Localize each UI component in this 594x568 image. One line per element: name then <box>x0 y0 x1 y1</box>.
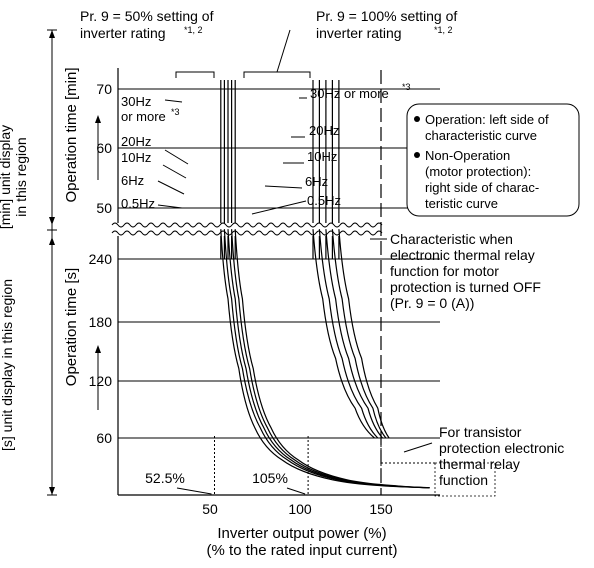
curve-7 <box>325 229 384 439</box>
transistor-4: function <box>439 472 488 488</box>
xtick-150: 150 <box>369 501 393 517</box>
transistor-3: thermal relay <box>439 456 520 472</box>
ytick-70: 70 <box>96 81 112 97</box>
legend-nonop-2: (motor protection): <box>425 164 531 179</box>
leader-lines <box>157 97 433 453</box>
region-min-label-1: [min] unit display <box>0 125 13 229</box>
ytick-60: 60 <box>96 430 112 446</box>
ytick-50: 50 <box>96 200 112 216</box>
freq-100-05hz: 0.5Hz <box>307 193 341 208</box>
ytick-240: 240 <box>89 251 113 267</box>
char-off-5: (Pr. 9 = 0 (A)) <box>390 295 474 311</box>
ref-step <box>380 443 436 464</box>
freq-50-10hz: 10Hz <box>121 150 151 165</box>
ylabel-sec-arrowhead <box>95 345 101 353</box>
legend-bullet-op <box>414 116 420 122</box>
pr9-50-label-1: Pr. 9 = 50% setting of <box>80 8 214 24</box>
freq-100-note3: *3 <box>402 82 411 92</box>
bracket-100-leader <box>276 29 291 73</box>
axis-break-top <box>111 222 383 228</box>
ytick-120: 120 <box>89 373 113 389</box>
region-arrow-up <box>49 30 55 38</box>
freq-100-20hz: 20Hz <box>309 123 339 138</box>
curve-5 <box>312 229 375 439</box>
curve-4 <box>234 229 430 489</box>
pr9-100-note: *1, 2 <box>434 25 453 35</box>
ylabel-sec: Operation time [s] <box>63 268 80 386</box>
freq-100-10hz: 10Hz <box>307 149 337 164</box>
region-arrow-down-min <box>49 217 55 225</box>
curve-8 <box>331 229 387 439</box>
freq-50-note3: *3 <box>171 107 180 117</box>
pr9-100-label-1: Pr. 9 = 100% setting of <box>316 8 457 24</box>
xtick-50: 50 <box>202 501 218 517</box>
legend-nonop-3: right side of charac- <box>425 180 539 195</box>
axis-break-bottom <box>111 230 383 236</box>
curves <box>220 229 430 489</box>
pr9-50-label-2: inverter rating <box>80 25 166 41</box>
ref-label-105: 105% <box>252 470 288 486</box>
freq-100-30hz: 30Hz or more <box>310 86 389 101</box>
char-off-1: Characteristic when <box>390 231 513 247</box>
region-arrow-up-sec <box>49 237 55 245</box>
region-arrow-down <box>49 487 55 495</box>
ylabel-min-arrowhead <box>95 115 101 123</box>
ylabel-min: Operation time [min] <box>63 67 80 202</box>
xtick-100: 100 <box>288 501 312 517</box>
ref-arrow-0 <box>176 487 212 495</box>
bracket-100 <box>243 71 311 78</box>
xlabel: Inverter output power (%) <box>217 525 386 542</box>
min-region-lines <box>220 80 340 259</box>
curve-6 <box>318 229 379 439</box>
transistor-1: For transistor <box>439 424 522 440</box>
region-sec-label: [s] unit display in this region <box>0 279 15 451</box>
pr9-50-note: *1, 2 <box>184 25 203 35</box>
freq-50-or-more: or more <box>121 109 166 124</box>
bracket-50 <box>175 71 215 78</box>
legend-op-1: Operation: left side of <box>425 112 549 127</box>
ytick-60: 60 <box>96 140 112 156</box>
transistor-box <box>434 462 496 497</box>
transistor-2: protection electronic <box>439 440 564 456</box>
ref-arrow-1 <box>286 487 306 495</box>
freq-50-20hz: 20Hz <box>121 134 151 149</box>
region-min-label-2: in this region <box>13 137 29 216</box>
char-off-4: protection is turned OFF <box>390 279 541 295</box>
legend-bullet-nonop <box>414 152 420 158</box>
freq-50-6hz: 6Hz <box>121 173 144 188</box>
freq-50-05hz: 0.5Hz <box>121 196 155 211</box>
freq-50-30hz: 30Hz <box>121 94 151 109</box>
curve-9 <box>338 229 390 439</box>
pr9-100-label-2: inverter rating <box>316 25 402 41</box>
xlabel-2: (% to the rated input current) <box>207 542 398 559</box>
legend-nonop-1: Non-Operation <box>425 148 510 163</box>
char-off-3: function for motor <box>390 263 499 279</box>
ytick-180: 180 <box>89 314 113 330</box>
char-off-2: electronic thermal relay <box>390 247 535 263</box>
legend-nonop-4: teristic curve <box>425 196 498 211</box>
freq-100-6hz: 6Hz <box>305 174 328 189</box>
legend-op-2: characteristic curve <box>425 128 537 143</box>
legend-box <box>406 103 580 217</box>
ref-label-52-5: 52.5% <box>145 470 185 486</box>
